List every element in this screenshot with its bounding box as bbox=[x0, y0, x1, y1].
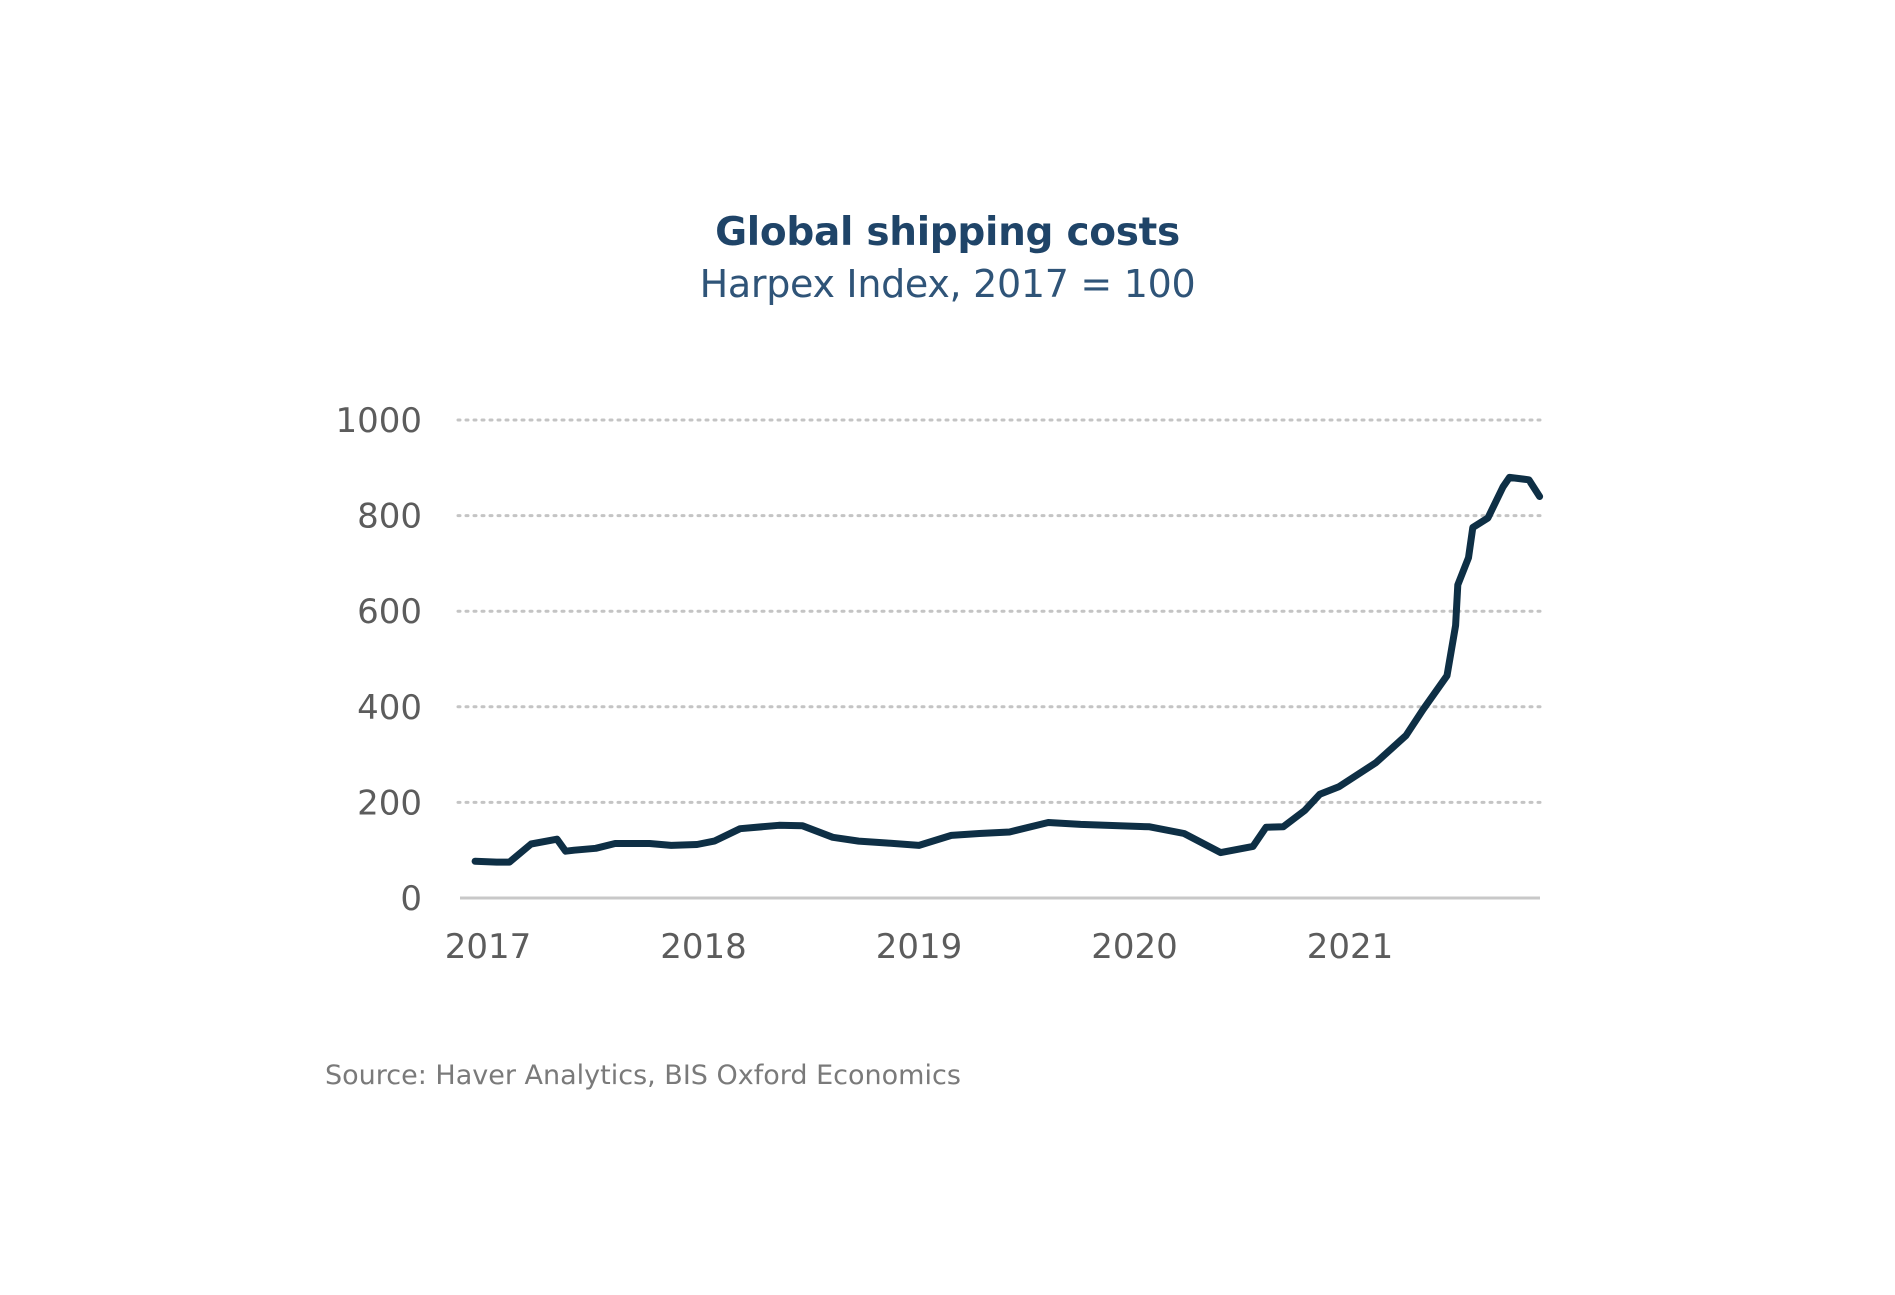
y-tick-label: 800 bbox=[357, 497, 422, 537]
gridlines bbox=[456, 418, 1542, 804]
y-tick-label: 200 bbox=[357, 783, 422, 823]
x-tick-label: 2018 bbox=[660, 927, 747, 967]
series bbox=[471, 473, 1544, 866]
chart-title: Global shipping costs bbox=[715, 210, 1180, 255]
chart-subtitle: Harpex Index, 2017 = 100 bbox=[699, 262, 1196, 306]
x-tick-label: 2021 bbox=[1307, 927, 1394, 967]
y-tick-label: 400 bbox=[357, 688, 422, 728]
y-tick-label: 0 bbox=[400, 879, 422, 919]
y-tick-label: 1000 bbox=[335, 401, 422, 441]
y-tick-label: 600 bbox=[357, 592, 422, 632]
source-note: Source: Haver Analytics, BIS Oxford Econ… bbox=[325, 1060, 961, 1091]
x-tick-label: 2017 bbox=[445, 927, 532, 967]
axes: 0 200 400 600 800 1000 2017 2018 2019 2020 2021 bbox=[335, 401, 1540, 967]
x-tick-label: 2020 bbox=[1091, 927, 1178, 967]
x-tick-label: 2019 bbox=[876, 927, 963, 967]
series-line-0 bbox=[471, 473, 1544, 866]
